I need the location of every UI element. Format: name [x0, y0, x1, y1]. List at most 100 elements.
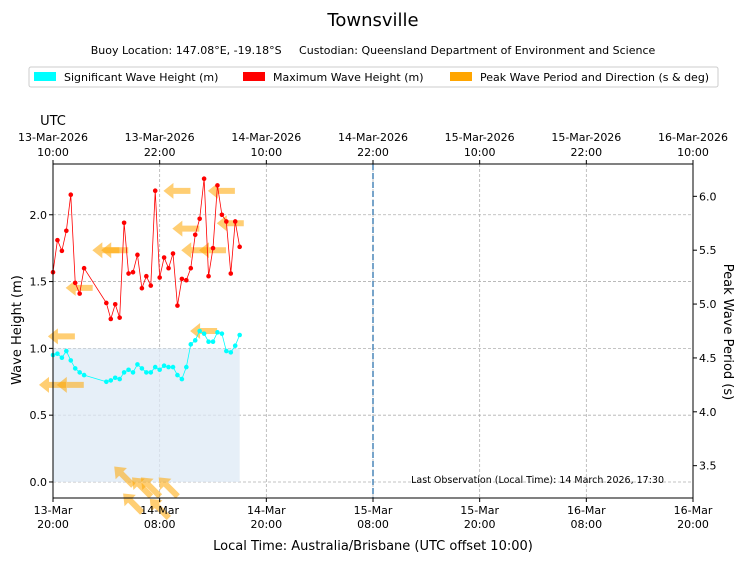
significant-wave-height-point: [126, 367, 131, 373]
significant-wave-height-point: [135, 362, 140, 367]
peak-period-arrow-shape: [158, 477, 180, 499]
max-wave-height-point: [121, 220, 127, 226]
significant-wave-height-point: [81, 372, 87, 378]
legend-label-significant-wave-height: Significant Wave Height (m): [64, 71, 218, 84]
peak-period-arrow-shape: [65, 279, 93, 296]
x-tick-label-bottom-time: 20:00: [250, 518, 282, 531]
x-tick-label-top-time: 10:00: [677, 146, 709, 159]
x-tick-label-top-time: 10:00: [250, 146, 282, 159]
x-tick-label-bottom-date: 15-Mar: [354, 504, 393, 517]
peak-period-arrow: [158, 477, 180, 499]
max-wave-height-point: [219, 212, 225, 218]
peak-period-arrow-shape: [140, 477, 163, 499]
significant-wave-height-point: [112, 375, 118, 381]
max-wave-height-point: [188, 265, 194, 271]
x-tick-label-bottom-date: 16-Mar: [567, 504, 606, 517]
legend-label-peak-wave-period: Peak Wave Period and Direction (s & deg): [480, 71, 709, 84]
x-tick-label-top-time: 22:00: [144, 146, 176, 159]
legend-swatch-significant-wave-height: [34, 72, 56, 81]
significant-wave-height-point: [224, 348, 229, 354]
max-wave-height-point: [117, 315, 122, 320]
peak-period-arrow-shape: [163, 182, 191, 199]
significant-wave-height-point: [179, 376, 185, 382]
y2-tick-label: 5.5: [699, 244, 717, 257]
significant-wave-height-point: [201, 331, 207, 336]
max-wave-height-point: [215, 183, 220, 188]
observation-shading: [53, 348, 240, 482]
y-tick-label: 1.5: [30, 276, 48, 289]
peak-period-arrow: [123, 493, 145, 515]
significant-wave-height-point: [192, 338, 198, 343]
max-wave-height-point: [81, 265, 87, 271]
x-tick-label-top-date: 15-Mar-2026: [551, 131, 621, 144]
max-wave-height-point: [104, 300, 109, 306]
x-tick-label-bottom-time: 20:00: [37, 518, 69, 531]
peak-period-arrow-shape: [149, 498, 171, 521]
x-tick-label-top-time: 22:00: [357, 146, 389, 159]
peak-period-arrow-shape: [216, 215, 244, 232]
peak-period-arrow-shape: [56, 376, 84, 393]
legend-swatch-maximum-wave-height: [243, 72, 265, 81]
max-wave-height-point: [210, 245, 216, 251]
peak-period-arrow: [149, 498, 171, 521]
significant-wave-height-point: [175, 372, 180, 378]
significant-wave-height-point: [130, 370, 136, 375]
legend-label-maximum-wave-height: Maximum Wave Height (m): [273, 71, 424, 84]
x-tick-label-top-date: 14-Mar-2026: [231, 131, 301, 144]
peak-period-arrow: [172, 220, 200, 237]
significant-wave-height-point: [197, 328, 202, 334]
significant-wave-height-point: [161, 363, 167, 369]
peak-period-arrow-shape: [47, 328, 75, 345]
peak-period-arrow-shape: [172, 220, 200, 237]
max-wave-height-point: [148, 283, 154, 288]
significant-wave-height-point: [121, 370, 127, 375]
peak-period-arrow: [190, 323, 218, 339]
x-tick-label-top-date: 16-Mar-2026: [658, 131, 728, 144]
peak-period-arrow: [207, 182, 235, 199]
y2-tick-label: 4.5: [699, 352, 717, 365]
significant-wave-height-point: [148, 370, 154, 375]
last-observation-annotation: Last Observation (Local Time): 14 March …: [411, 475, 664, 486]
max-wave-height-point: [179, 276, 185, 282]
x-tick-label-bottom-time: 08:00: [570, 518, 602, 531]
y-axis-label: Wave Height (m): [10, 275, 25, 385]
max-wave-height-point: [157, 275, 162, 280]
plot-area: 0.00.51.01.52.03.54.04.55.05.56.013-Mar2…: [18, 131, 728, 531]
peak-period-arrow: [56, 376, 84, 393]
legend-swatch-peak-wave-period: [450, 72, 472, 81]
y2-axis-label: Peak Wave Period (s): [720, 264, 735, 400]
max-wave-height-point: [166, 265, 171, 271]
max-wave-height-point: [232, 219, 238, 224]
y-tick-label: 0.0: [30, 476, 48, 489]
peak-period-arrow: [163, 182, 191, 199]
max-wave-height-point: [197, 216, 202, 222]
x-tick-label-bottom-date: 14-Mar: [140, 504, 179, 517]
x-tick-label-bottom-date: 14-Mar: [247, 504, 286, 517]
legend: Significant Wave Height (m) Maximum Wave…: [28, 66, 719, 88]
max-wave-height-point: [192, 232, 198, 238]
max-wave-height-point: [170, 251, 176, 256]
peak-period-arrow: [140, 477, 163, 499]
max-wave-height-point: [206, 273, 211, 279]
x-tick-label-bottom-time: 20:00: [464, 518, 496, 531]
max-wave-height-point: [144, 273, 149, 279]
y2-tick-label: 6.0: [699, 190, 717, 203]
significant-wave-height-point: [139, 366, 145, 371]
max-wave-height-point: [112, 301, 118, 307]
significant-wave-height-point: [157, 367, 162, 373]
max-wave-height-point: [237, 244, 242, 250]
max-wave-height-point: [77, 291, 82, 296]
max-wave-height-point: [64, 228, 69, 234]
significant-wave-height-point: [206, 339, 211, 344]
top-axis-label: UTC: [40, 114, 66, 129]
x-tick-label-bottom-date: 15-Mar: [460, 504, 499, 517]
significant-wave-height-point: [152, 364, 158, 370]
significant-wave-height-point: [68, 358, 74, 363]
max-wave-height-point: [55, 237, 60, 243]
max-wave-height-point: [175, 303, 180, 308]
x-tick-label-bottom-time: 08:00: [144, 518, 176, 531]
significant-wave-height-point: [59, 355, 65, 361]
max-wave-height-point: [126, 271, 131, 276]
peak-period-arrow-shape: [190, 323, 218, 339]
